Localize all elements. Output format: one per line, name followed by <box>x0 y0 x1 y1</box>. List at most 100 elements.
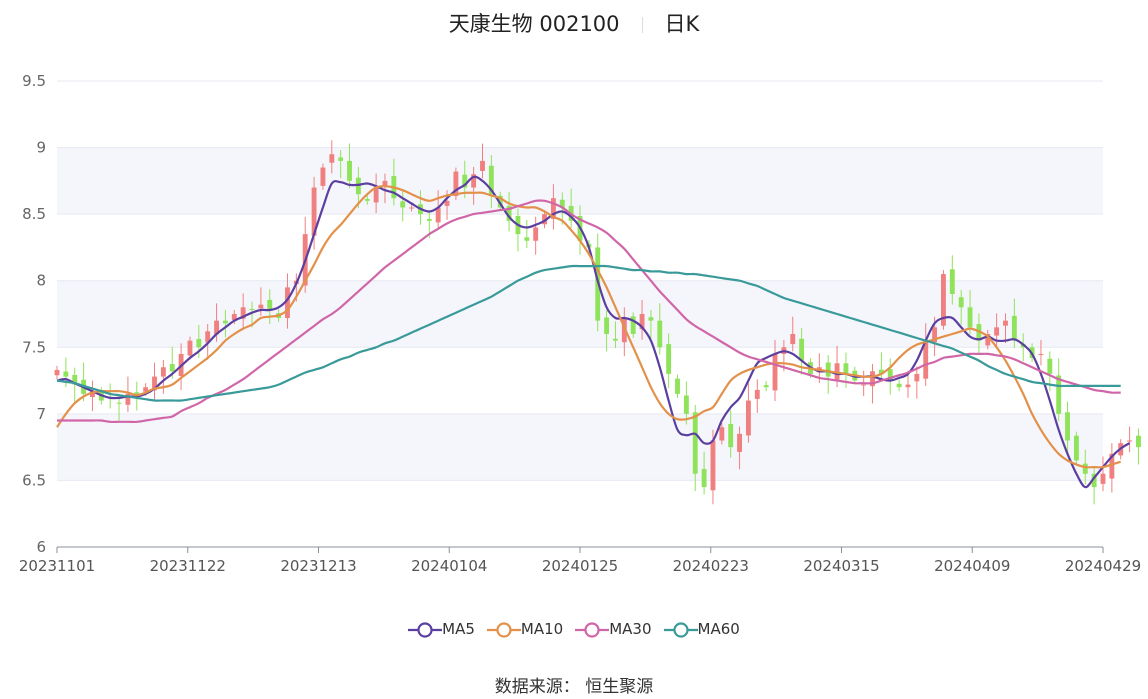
candle-body <box>90 391 95 398</box>
candle-body <box>462 174 468 188</box>
candle-body <box>683 395 689 414</box>
x-tick-label: 20240429 <box>1065 557 1141 575</box>
candle-body <box>923 340 929 379</box>
ma10-line <box>56 185 1122 469</box>
candle-body <box>675 378 680 394</box>
y-tick-label: 8 <box>36 272 46 290</box>
candle-body <box>169 364 175 372</box>
candle-body <box>550 198 556 219</box>
candle-body <box>949 269 955 295</box>
candle-body <box>719 427 725 441</box>
ma-lines <box>56 175 1131 489</box>
candle-body <box>825 362 831 377</box>
candle-body <box>932 327 938 343</box>
candle-body <box>400 201 406 208</box>
candle-body <box>754 389 760 399</box>
candle-body <box>1127 440 1133 442</box>
candle-body <box>1100 473 1106 484</box>
stock-name: 天康生物 002100 <box>448 12 620 36</box>
candle-body <box>506 205 512 221</box>
candle-body <box>630 316 636 334</box>
x-tick-label: 20240409 <box>934 557 1010 575</box>
candle-body <box>249 308 255 311</box>
x-tick-label: 20231122 <box>150 557 226 575</box>
candle-body <box>347 160 352 181</box>
legend-marker-icon <box>663 621 698 638</box>
ma30-line <box>56 199 1121 424</box>
candle-body <box>311 187 317 236</box>
candle-body <box>905 384 911 388</box>
candle-body <box>471 174 477 188</box>
candle-body <box>613 338 618 341</box>
candle-body <box>231 314 237 321</box>
legend: MA5 MA10 MA30 MA60 <box>0 620 1148 639</box>
candle-body <box>657 320 663 348</box>
legend-item-ma60[interactable]: MA60 <box>663 620 740 639</box>
x-tick-label: 20231101 <box>19 557 95 575</box>
candle-body <box>72 374 78 385</box>
candle-body <box>1136 435 1141 448</box>
candle-body <box>621 317 627 343</box>
candle-body <box>116 402 122 404</box>
candle-body <box>338 157 344 161</box>
data-source: 数据来源： 恒生聚源 <box>494 677 654 697</box>
candle-body <box>967 307 973 328</box>
candle-body <box>1011 315 1017 341</box>
candle-body <box>63 371 69 377</box>
candle-body <box>1091 473 1097 488</box>
candle-body <box>329 154 335 163</box>
candle-body <box>728 423 734 448</box>
candle-body <box>763 385 769 388</box>
candle-body <box>373 187 379 203</box>
candle-body <box>737 433 742 452</box>
candle-body <box>914 373 920 382</box>
candle-body <box>426 218 432 221</box>
legend-label: MA10 <box>520 620 564 638</box>
candle-body <box>745 400 751 436</box>
candlesticks <box>54 140 1141 505</box>
candle-body <box>187 340 193 356</box>
candle-body <box>196 339 202 348</box>
candle-body <box>435 207 441 223</box>
candle-body <box>710 440 716 491</box>
candle-body <box>1109 453 1115 479</box>
candle-body <box>843 363 849 374</box>
candle-body <box>480 160 485 172</box>
legend-item-ma10[interactable]: MA10 <box>486 620 564 639</box>
candle-body <box>1003 320 1008 326</box>
candle-body <box>941 274 946 326</box>
x-tick-label: 20231213 <box>280 557 356 575</box>
candle-body <box>205 331 211 343</box>
candle-body <box>648 317 654 321</box>
legend-label: MA5 <box>442 620 475 638</box>
candle-body <box>887 369 893 381</box>
candle-body <box>267 299 273 311</box>
period-label: 日K <box>664 12 700 36</box>
candle-body <box>1073 435 1079 461</box>
legend-item-ma30[interactable]: MA30 <box>575 620 652 639</box>
candle-body <box>453 171 459 197</box>
y-tick-label: 7 <box>36 405 46 423</box>
legend-marker-icon <box>408 621 443 638</box>
candle-body <box>958 297 964 308</box>
candle-body <box>125 393 131 405</box>
candle-body <box>666 344 672 374</box>
title-separator <box>641 17 643 33</box>
candle-body <box>488 165 494 195</box>
candle-body <box>701 468 707 488</box>
candle-body <box>878 369 884 374</box>
candle-body <box>320 167 326 186</box>
candle-body <box>542 214 547 225</box>
candle-body <box>222 320 228 324</box>
candle-body <box>994 327 1000 336</box>
candle-body <box>524 237 530 241</box>
y-tick-label: 9 <box>36 139 46 157</box>
y-tick-label: 6.5 <box>22 471 46 489</box>
candle-body <box>240 307 246 319</box>
candle-body <box>143 387 149 392</box>
legend-item-ma5[interactable]: MA5 <box>408 620 475 639</box>
legend-label: MA30 <box>609 620 652 638</box>
ma60-line <box>56 264 1121 402</box>
chart-title: 天康生物 002100 日K <box>0 8 1148 38</box>
